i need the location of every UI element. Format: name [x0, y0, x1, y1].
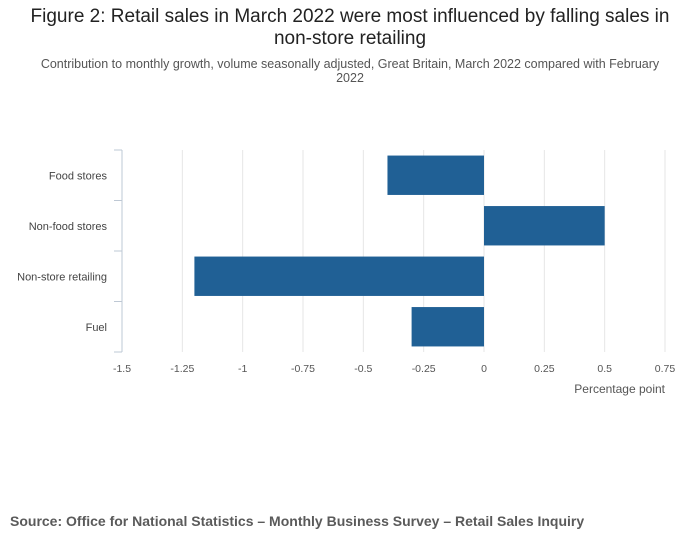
bar-non-store-retailing — [194, 256, 484, 296]
y-category-label: Food stores — [49, 170, 108, 182]
y-category-label: Non-food stores — [29, 221, 108, 233]
chart-title-line-1: Figure 2: Retail sales in March 2022 wer… — [30, 6, 670, 27]
x-tick-label: -1.5 — [113, 363, 131, 375]
chart-title-line-2: non-store retailing — [273, 28, 427, 49]
x-tick-label: 0.75 — [655, 363, 676, 375]
chart-title: Figure 2: Retail sales in March 2022 wer… — [0, 6, 700, 50]
chart-subtitle: Contribution to monthly growth, volume s… — [40, 57, 660, 85]
x-tick-label: -0.5 — [354, 363, 372, 375]
bar-fuel — [411, 307, 484, 347]
x-tick-label: 0 — [481, 363, 487, 375]
x-tick-label: -0.25 — [412, 363, 436, 375]
x-axis-title: Percentage point — [574, 382, 665, 396]
y-category-label: Fuel — [86, 322, 107, 334]
x-tick-label: -1 — [238, 363, 247, 375]
x-tick-label: 0.25 — [534, 363, 555, 375]
source-note: Source: Office for National Statistics –… — [10, 513, 585, 529]
bar-non-food-stores — [484, 206, 605, 246]
bar-food-stores — [387, 155, 484, 195]
y-category-label: Non-store retailing — [17, 271, 107, 283]
x-tick-label: -1.25 — [170, 363, 194, 375]
x-tick-label: 0.5 — [597, 363, 612, 375]
x-tick-label: -0.75 — [291, 363, 315, 375]
